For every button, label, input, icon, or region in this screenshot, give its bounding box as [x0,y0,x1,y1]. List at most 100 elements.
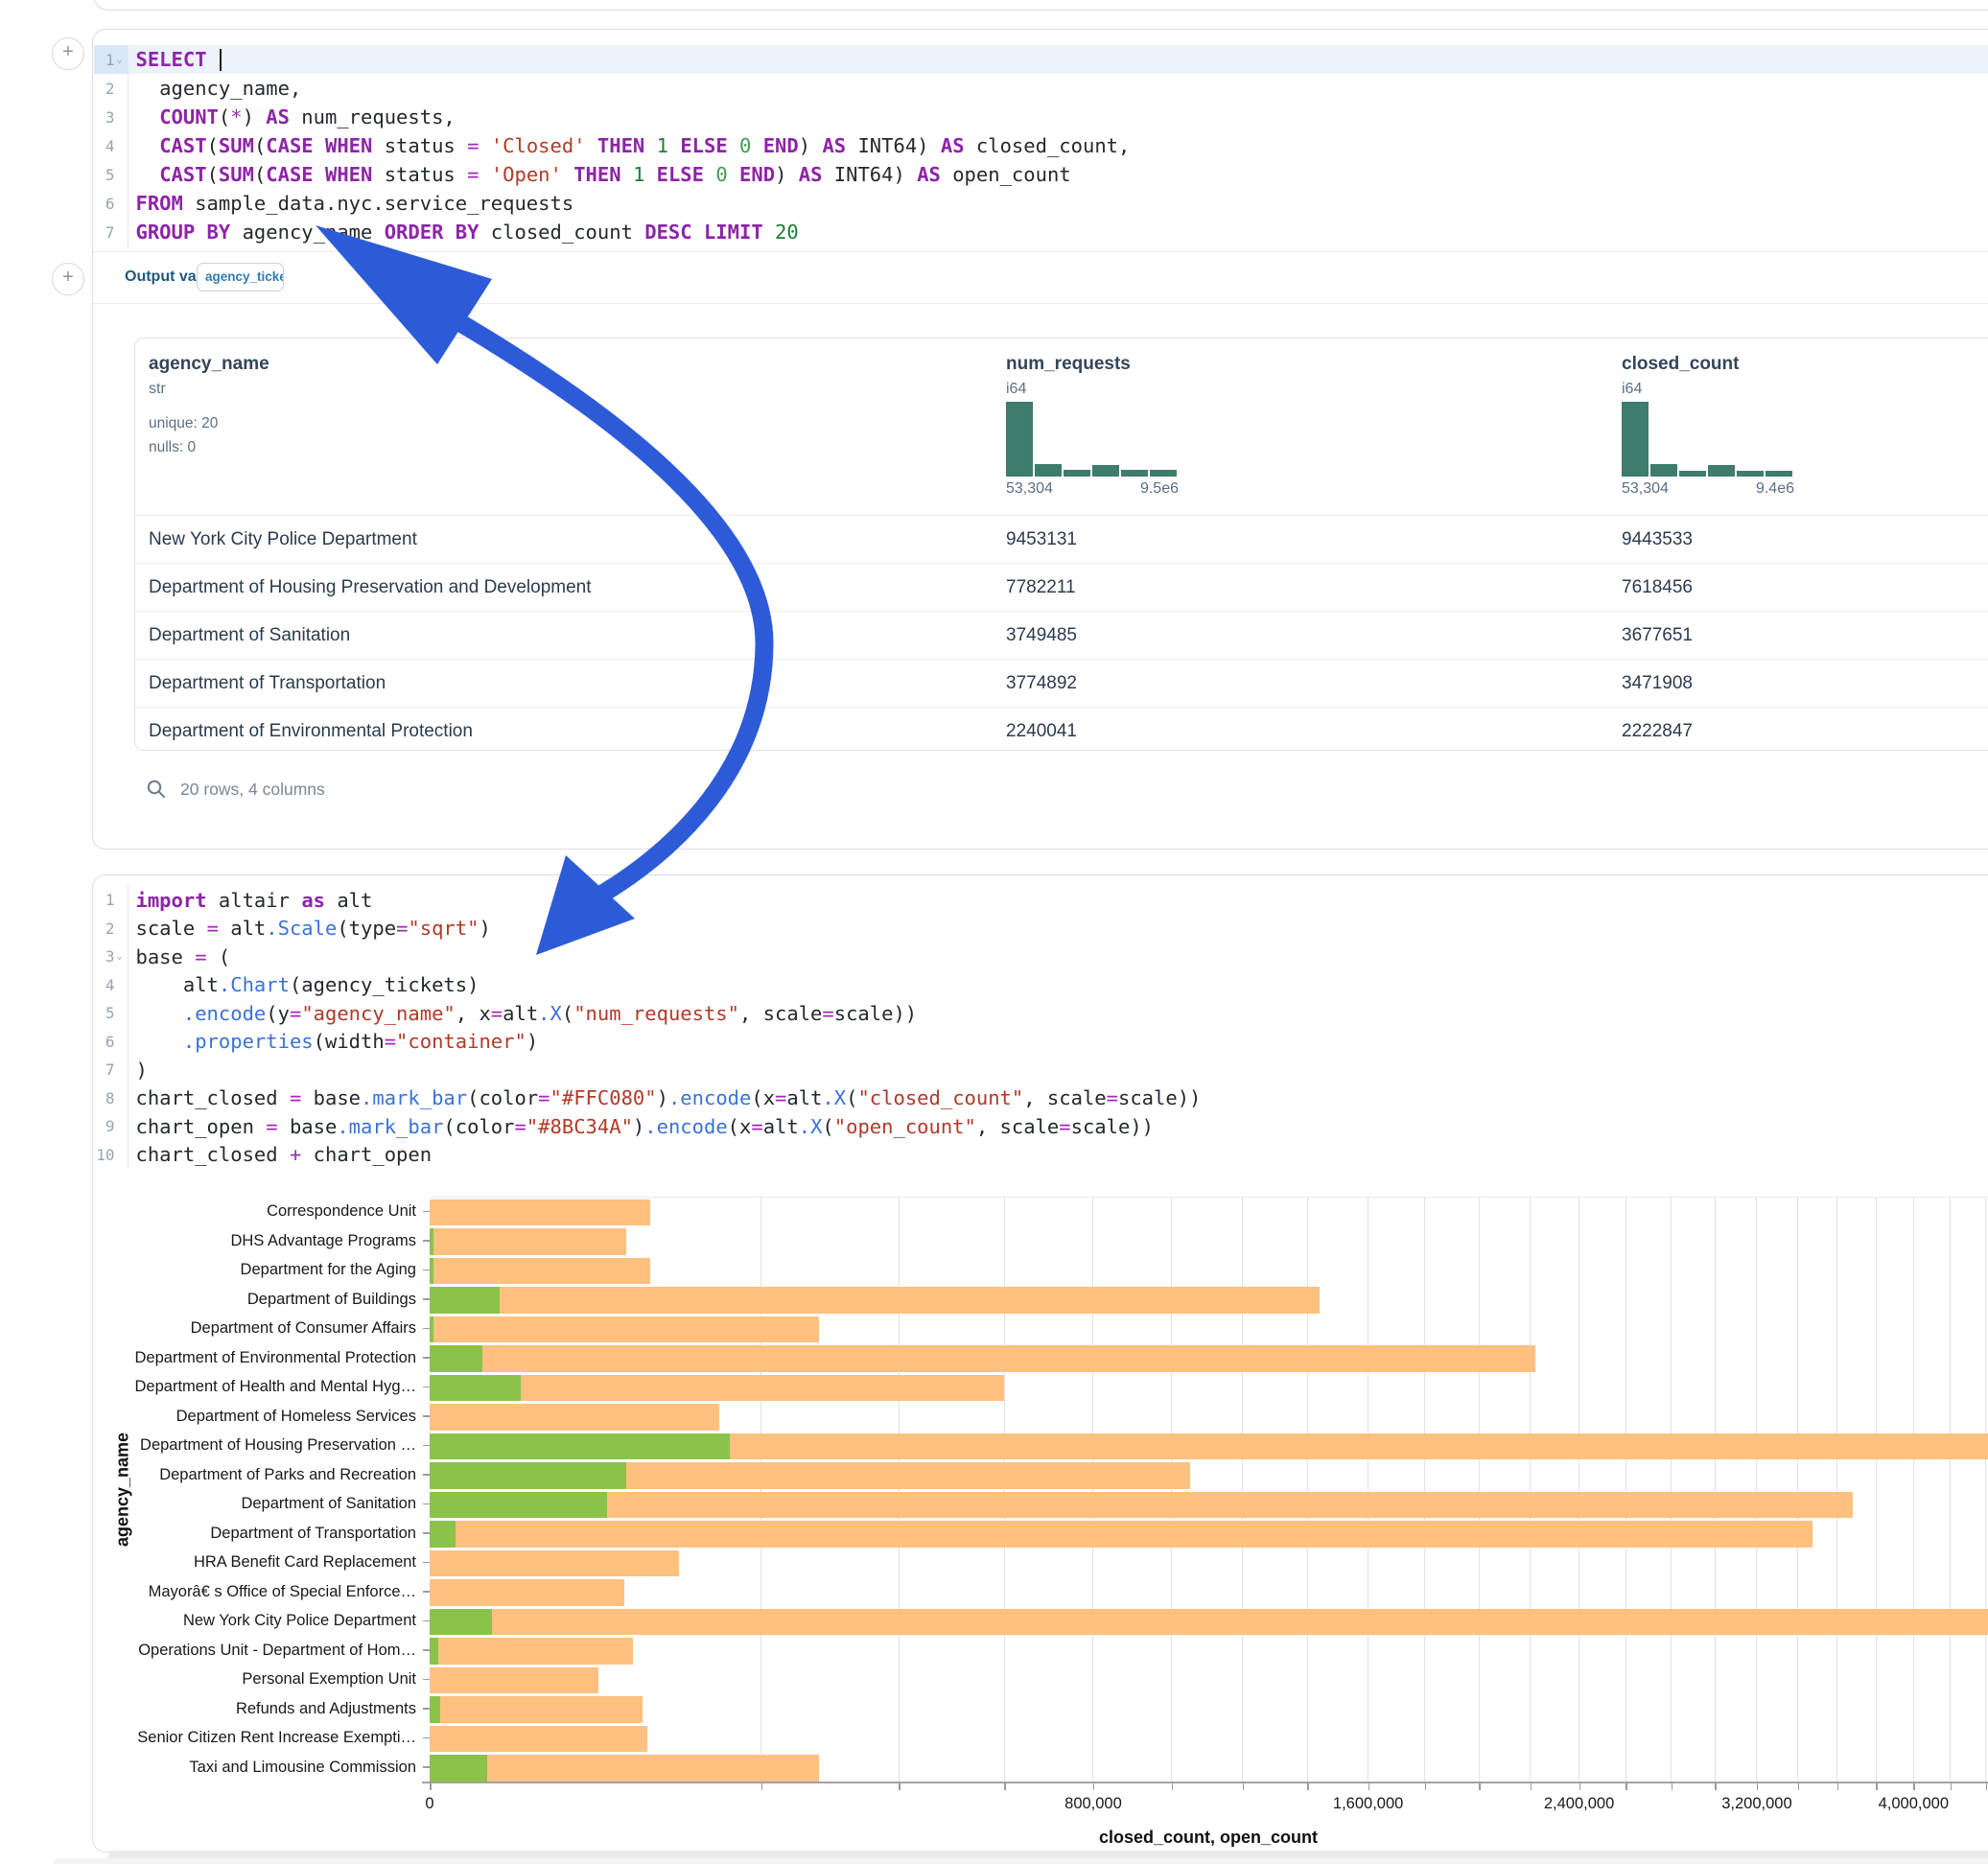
code-token: "sqrt" [408,917,479,940]
next-cell-edge [107,1851,1988,1858]
code-token [644,134,656,157]
x-axis-tick [899,1783,900,1790]
x-axis-tick [1368,1783,1370,1790]
code-token: "open_count" [834,1115,976,1138]
open-count-bar [430,1258,433,1285]
y-axis-tick [423,1357,430,1359]
open-count-bar [430,1492,607,1519]
line-number: 1⌄ [94,45,129,74]
x-axis-tick-label: 1,600,000 [1301,1795,1436,1813]
y-axis-tick [423,1298,430,1300]
code-token: 0 [739,134,751,157]
code-token: base [136,945,196,968]
gridline [1242,1198,1243,1782]
y-axis-tick [423,1503,430,1505]
histogram-bar [1679,471,1706,477]
code-token: status [372,163,467,186]
code-token: ) [775,163,799,186]
open-count-bar [430,1287,500,1314]
table-cell-agency_name: Department of Housing Preservation and D… [149,564,592,611]
y-axis-tick [423,1270,430,1271]
open-count-bar [430,1755,487,1782]
code-token: alt [325,889,372,912]
table-row: Department of Housing Preservation and D… [135,563,1988,611]
y-axis-label: Department of Sanitation [0,1494,416,1513]
table-row-count: 20 rows, 4 columns [180,780,325,800]
x-axis-tick-label: 2,400,000 [1512,1795,1647,1813]
code-text: chart_closed = base.mark_bar(color="#FFC… [129,1086,1202,1109]
closed-count-bar [430,1200,650,1226]
y-axis-label: Operations Unit - Department of Hom… [0,1641,416,1660]
code-token: , scale [739,1002,822,1025]
code-token: ELSE [657,163,704,186]
code-token [644,163,656,186]
sql-code-editor[interactable]: 1⌄SELECT 2 agency_name,3 COUNT(*) AS num… [94,45,1988,246]
x-axis-tick [1986,1783,1988,1790]
code-token: FROM [136,192,183,215]
code-token: END [763,134,799,157]
code-token: = [396,917,408,940]
code-token: INT64) [822,163,917,186]
search-icon[interactable] [146,779,167,800]
fold-chevron-icon[interactable]: ⌄ [115,951,125,962]
code-token: .X [799,1115,823,1138]
x-axis-tick [1093,1783,1095,1790]
code-token: .Scale [266,917,337,940]
line-number: 7 [94,1056,129,1084]
gridline [1876,1198,1877,1782]
code-token: SELECT [136,48,207,71]
code-token: (agency_tickets) [290,973,479,996]
code-line: 6FROM sample_data.nyc.service_requests [94,189,1988,218]
closed-count-bar [430,1579,624,1606]
code-token: ) [136,1059,148,1082]
code-token: 1 [633,163,644,186]
histogram-bar [1150,470,1177,477]
output-variable-input[interactable]: agency_tickets [197,263,284,291]
code-token: GROUP BY [136,221,231,244]
table-row: New York City Police Department945313194… [135,515,1988,563]
add-cell-button[interactable]: + [52,37,84,70]
code-token: ) [479,917,490,940]
column-histogram [1006,400,1179,477]
code-token: base [278,1115,338,1138]
code-token: SUM [219,134,254,157]
x-axis-tick [1715,1783,1717,1790]
closed-count-bar [430,1550,679,1577]
python-code-editor[interactable]: 1import altair as alt2scale = alt.Scale(… [94,886,1988,1169]
code-token: sample_data.nyc.service_requests [183,192,573,215]
x-axis-tick [1579,1783,1581,1790]
altair-bar-chart: agency_name 0800,0001,600,0002,400,0003,… [0,1197,1988,1858]
code-token: ) [633,1115,644,1138]
gridline [1004,1198,1005,1782]
y-axis-label: DHS Advantage Programs [0,1231,416,1250]
code-token: ORDER BY [385,221,479,244]
histogram-max-label: 9.5e6 [1140,480,1179,498]
code-token: alt [136,973,219,996]
code-token: closed_count [479,221,644,244]
table-body: New York City Police Department945313194… [135,515,1988,755]
code-token [207,48,219,71]
code-token: = [290,1086,301,1109]
closed-count-bar [430,1667,598,1694]
code-token: agency_name, [136,77,302,100]
code-text: COUNT(*) AS num_requests, [129,105,456,128]
add-cell-button-2[interactable]: + [52,263,84,295]
code-token: alt [219,917,266,940]
y-axis-tick [423,1708,430,1710]
code-token: .mark_bar [361,1086,467,1109]
x-axis-tick-label: 3,200,000 [1690,1795,1824,1813]
divider [93,251,1988,252]
code-token: (y [266,1002,290,1025]
y-axis-tick [423,1415,430,1417]
closed-count-bar [430,1492,1853,1519]
code-token: , x [456,1002,491,1025]
fold-chevron-icon[interactable]: ⌄ [115,55,125,65]
code-token: "agency_name" [301,1002,455,1025]
code-line: 5 .encode(y="agency_name", x=alt.X("num_… [94,999,1988,1028]
code-token: = [385,1030,396,1053]
open-count-bar [430,1433,730,1460]
result-table: agency_namestrunique: 20nulls: 0num_requ… [134,338,1988,751]
code-token: (x [728,1115,752,1138]
code-token: = [467,163,479,186]
code-token [704,163,715,186]
